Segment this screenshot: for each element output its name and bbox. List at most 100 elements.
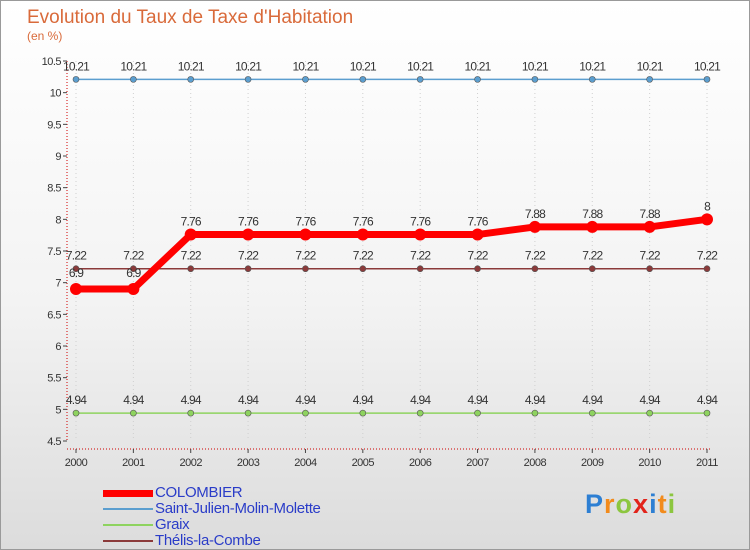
data-point (531, 409, 539, 417)
y-tick-label: 5 (55, 404, 61, 416)
data-point (72, 76, 80, 83)
data-point (414, 228, 427, 241)
series-line-colombier (72, 215, 711, 293)
x-tick-label: 2009 (581, 457, 604, 469)
data-label: 6.9 (69, 266, 84, 280)
data-point (70, 283, 82, 295)
data-label: 4.94 (697, 393, 718, 407)
data-label: 10.21 (235, 59, 262, 73)
logo-letter: x (633, 489, 650, 519)
x-tick-label: 2006 (409, 457, 432, 469)
data-label: 7.88 (582, 207, 603, 221)
legend-label: Thélis-la-Combe (155, 532, 261, 549)
data-point (416, 76, 424, 83)
logo-letter: i (649, 489, 658, 519)
data-label: 4.94 (525, 393, 546, 407)
x-tick-label: 2002 (179, 457, 202, 469)
data-label: 7.22 (123, 249, 144, 263)
data-label-layer: 6.9 6.9 7.76 7.76 7.76 7.76 7.76 7.76 7.88 7.88 7.… (63, 59, 722, 407)
y-tick-label: 8.5 (47, 183, 61, 195)
data-point (703, 265, 711, 273)
logo-letter: t (657, 489, 668, 519)
data-point (359, 76, 367, 83)
data-point (130, 76, 137, 83)
y-tick-label: 10 (50, 88, 62, 100)
data-label: 10.21 (407, 59, 434, 73)
data-point (646, 409, 653, 417)
data-label: 10.21 (465, 59, 492, 73)
legend-item-saint-julien: Saint-Julien-Molin-Molette (103, 500, 433, 517)
data-point (130, 409, 137, 417)
chart-title: Evolution du Taux de Taxe d'Habitation (27, 7, 354, 28)
data-label: 7.22 (467, 249, 488, 263)
data-label: 7.22 (238, 249, 259, 263)
data-point (474, 265, 481, 273)
data-point (416, 409, 424, 417)
data-label: 7.22 (353, 249, 374, 263)
axis-layer: 4.5 5 5.5 6 6.5 7 7.5 8 8.5 9 9.5 10 10.5 2000 2001 200… (42, 56, 719, 469)
legend-swatch (103, 524, 153, 526)
data-point (359, 409, 367, 417)
data-label: 7.22 (410, 249, 431, 263)
y-tick-label: 9.5 (47, 119, 61, 131)
data-point (471, 228, 484, 241)
y-tick-label: 8 (55, 214, 61, 226)
y-tick-label: 10.5 (42, 56, 62, 68)
data-label: 7.76 (181, 215, 202, 229)
data-label: 7.76 (467, 215, 488, 229)
data-point (588, 409, 596, 417)
legend-label: COLOMBIER (155, 484, 243, 501)
data-point (646, 76, 653, 83)
y-tick-label: 7.5 (47, 246, 61, 258)
data-point (302, 265, 309, 273)
legend-swatch (103, 508, 153, 510)
grid-layer (75, 61, 708, 441)
data-label: 7.88 (525, 207, 546, 221)
data-point (356, 228, 369, 241)
legend-item-graix: Graix (103, 516, 433, 533)
data-point (187, 409, 195, 417)
data-point (72, 265, 80, 273)
x-tick-label: 2000 (65, 457, 88, 469)
y-tick-label: 6.5 (47, 309, 61, 321)
data-point (244, 409, 252, 417)
data-label: 7.22 (66, 249, 87, 263)
data-point (187, 76, 195, 83)
data-point (646, 265, 653, 273)
data-label: 4.94 (640, 393, 661, 407)
y-tick-label: 7 (55, 278, 61, 290)
data-label: 7.22 (181, 249, 202, 263)
data-label: 7.76 (410, 215, 431, 229)
x-tick-label: 2008 (524, 457, 547, 469)
x-tick-label: 2011 (696, 457, 718, 469)
x-tick-label: 2001 (122, 457, 145, 469)
data-point (244, 265, 252, 273)
data-point (187, 265, 195, 273)
legend-label: Saint-Julien-Molin-Molette (155, 500, 321, 517)
data-label: 10.21 (522, 59, 549, 73)
data-point (244, 76, 252, 83)
data-point (359, 265, 367, 273)
data-point (302, 409, 309, 417)
y-tick-label: 4.5 (47, 436, 61, 448)
x-tick-label: 2010 (638, 457, 661, 469)
series-layer (70, 76, 713, 417)
data-point (701, 213, 713, 226)
legend-swatch (103, 540, 153, 542)
data-label: 7.22 (295, 249, 316, 263)
logo-letter: P (585, 489, 605, 519)
data-label: 7.22 (697, 249, 718, 263)
legend-label: Graix (155, 516, 190, 533)
data-label: 4.94 (295, 393, 316, 407)
data-label: 7.76 (295, 215, 316, 229)
data-point (588, 76, 596, 83)
data-point (586, 220, 599, 233)
data-point (474, 76, 481, 83)
data-label: 7.22 (525, 249, 546, 263)
legend: COLOMBIER Saint-Julien-Molin-Molette Gra… (103, 484, 433, 549)
y-tick-label: 6 (55, 341, 61, 353)
data-label: 7.22 (582, 249, 603, 263)
data-point (242, 228, 255, 241)
chart-subtitle: (en %) (27, 29, 63, 43)
